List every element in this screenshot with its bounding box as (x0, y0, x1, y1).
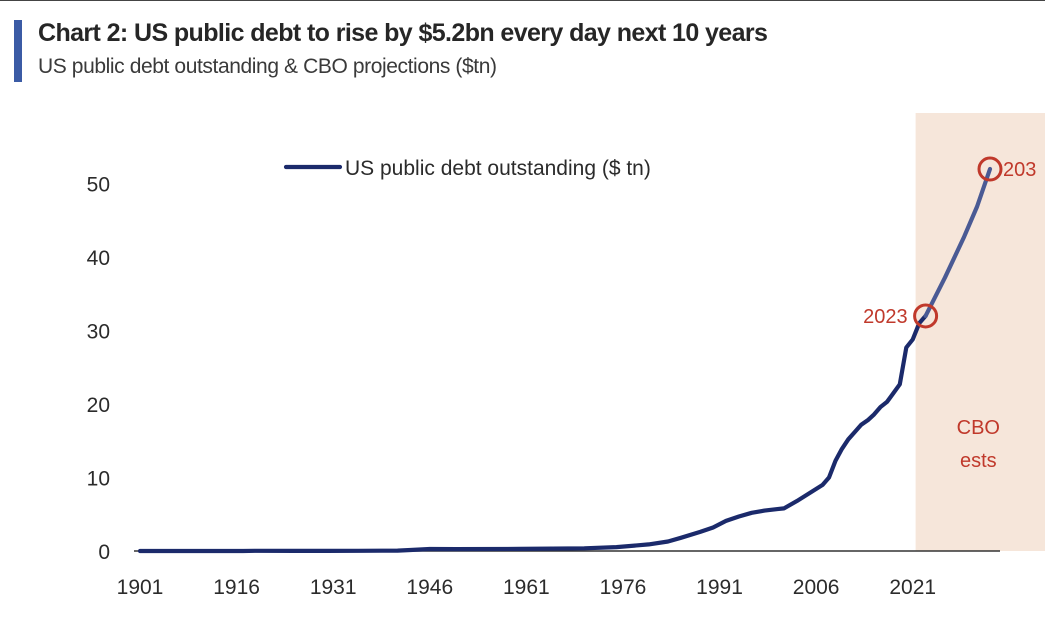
annotation-circle (913, 303, 939, 329)
cbo-shade-rect (915, 113, 1045, 551)
x-tick-label: 1931 (310, 576, 357, 599)
series-lines (137, 166, 993, 554)
series-line-cbo-projection (923, 166, 993, 318)
annotation-label: 2023 (863, 306, 908, 328)
series-line-debt (137, 313, 928, 554)
chart-title: Chart 2: US public debt to rise by $5.2b… (38, 19, 768, 47)
y-tick-label: 10 (87, 468, 110, 491)
y-tick-label: 50 (87, 174, 110, 197)
x-tick-label: 1991 (696, 576, 743, 599)
x-tick-labels: 1901 1916 1931 1946 1961 1976 1991 2006 2021 (117, 576, 936, 599)
y-tick-label: 40 (87, 247, 110, 270)
annotation-label: 203 (1003, 159, 1036, 181)
cbo-region-label: CBO ests (957, 417, 1000, 472)
y-tick-label: 20 (87, 394, 110, 417)
title-accent-bar (14, 20, 22, 82)
cbo-shaded-region (915, 113, 1045, 551)
x-tick-label: 1916 (213, 576, 260, 599)
annotation-circle (977, 156, 1003, 182)
x-tick-label: 1946 (406, 576, 453, 599)
y-tick-labels: 0 10 20 30 40 50 (87, 174, 110, 564)
y-tick-label: 30 (87, 321, 110, 344)
x-tick-label: 1901 (117, 576, 164, 599)
x-tick-label: 2021 (889, 576, 936, 599)
legend-label: US public debt outstanding ($ tn) (345, 157, 651, 180)
annotations: 2023 203 (863, 156, 1036, 329)
x-tick-label: 1961 (503, 576, 550, 599)
top-rule (0, 0, 1045, 1)
cbo-label-line-2: ests (960, 450, 997, 472)
legend: US public debt outstanding ($ tn) (283, 157, 651, 180)
cbo-label-line-1: CBO (957, 417, 1000, 439)
x-tick-label: 2006 (793, 576, 840, 599)
chart-subtitle: US public debt outstanding & CBO project… (38, 55, 497, 78)
y-tick-label: 0 (98, 541, 110, 564)
x-tick-label: 1976 (600, 576, 647, 599)
